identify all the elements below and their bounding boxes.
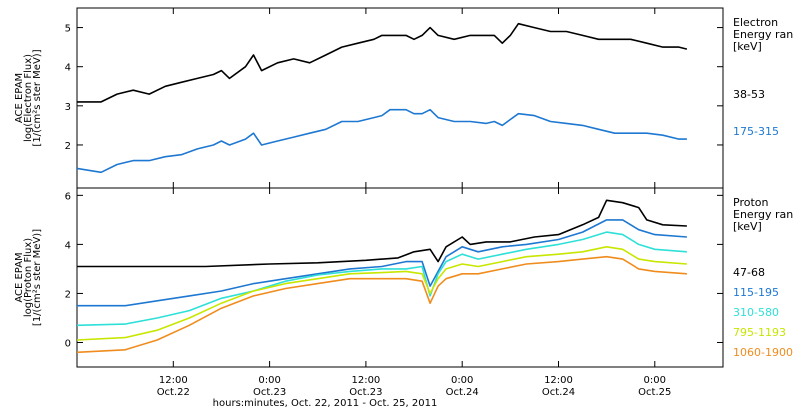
y-tick-label-proton: 0: [65, 338, 71, 349]
series-line-electron-0: [77, 22, 688, 103]
series-line-proton-1: [77, 219, 687, 307]
panel-frame-proton: [76, 187, 724, 368]
x-tick-date-label: Oct.24: [446, 387, 479, 398]
legend-title-proton: [keV]: [733, 220, 762, 233]
legend-entry-proton-3: 795-1193: [733, 326, 786, 339]
y-tick-label-electron: 4: [65, 63, 71, 74]
legend-title-electron: [keV]: [733, 40, 762, 53]
x-tick-time-label: 12:00: [159, 375, 188, 386]
y-tick-label-proton: 4: [65, 240, 71, 251]
y-tick-label-electron: 5: [65, 24, 71, 35]
legend-entry-proton-0: 47-68: [733, 266, 765, 279]
y-axis-label-proton: log(Proton Flux): [23, 238, 34, 317]
series-line-proton-0: [77, 199, 687, 268]
series-line-proton-3: [76, 246, 687, 341]
x-tick-time-label: 0:00: [644, 375, 666, 386]
legend-title-proton: Proton: [733, 196, 768, 209]
x-tick-time-label: 12:00: [351, 375, 380, 386]
y-axis-label-electron: log(Electron Flux): [23, 54, 34, 142]
series-line-electron-1: [76, 108, 687, 174]
series-line-proton-4: [76, 255, 687, 354]
x-tick-date-label: Oct.25: [638, 387, 671, 398]
legend-entry-proton-2: 310-580: [733, 306, 779, 319]
x-tick-date-label: Oct.22: [157, 387, 190, 398]
x-axis-label: hours:minutes, Oct. 22, 2011 - Oct. 25, …: [213, 398, 438, 409]
x-tick-date-label: Oct.23: [253, 387, 286, 398]
legend-entry-proton-4: 1060-1900: [733, 346, 793, 359]
legend-title-electron: Electron: [733, 16, 778, 29]
legend-title-electron: Energy ran: [733, 28, 793, 41]
y-tick-label-proton: 2: [65, 289, 71, 300]
x-tick-time-label: 0:00: [451, 375, 473, 386]
x-tick-date-label: Oct.24: [542, 387, 575, 398]
x-tick-time-label: 0:00: [258, 375, 280, 386]
y-axis-label-electron: ACE EPAM: [14, 73, 25, 123]
legend-entry-electron-0: 38-53: [733, 88, 765, 101]
x-tick-time-label: 12:00: [544, 375, 573, 386]
x-tick-date-label: Oct.23: [349, 387, 382, 398]
y-tick-label-electron: 3: [65, 102, 71, 113]
y-tick-label-electron: 2: [65, 141, 71, 152]
legend-entry-electron-1: 175-315: [733, 125, 779, 138]
y-tick-label-proton: 6: [65, 191, 71, 202]
y-axis-label-electron: [1/(cm²s ster MeV)]: [32, 49, 43, 146]
legend-entry-proton-1: 115-195: [733, 286, 779, 299]
legend-title-proton: Energy ran: [733, 208, 793, 221]
y-axis-label-proton: [1/(cm²s ster MeV)]: [32, 229, 43, 326]
y-axis-label-proton: ACE EPAM: [14, 252, 25, 302]
